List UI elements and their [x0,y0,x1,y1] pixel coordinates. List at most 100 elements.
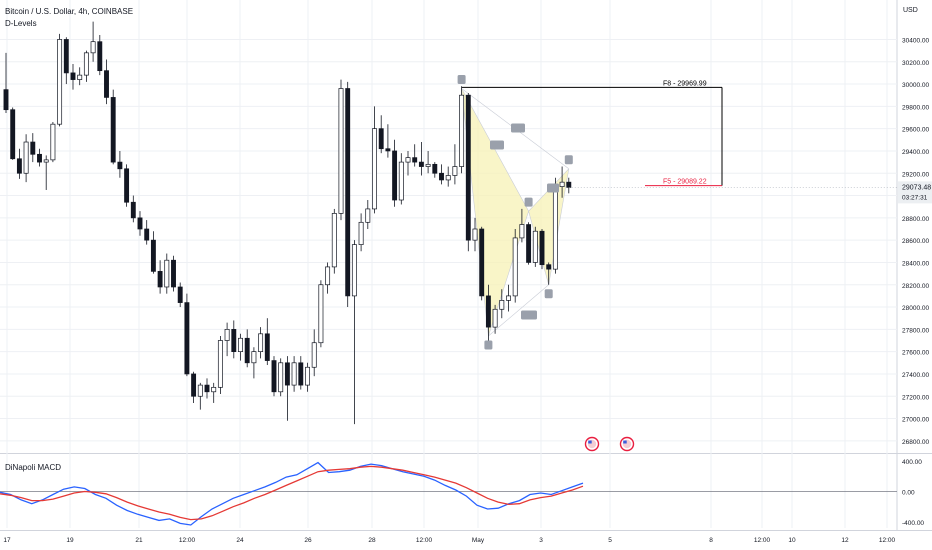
candle-up [238,337,243,352]
symbol-legend[interactable]: Bitcoin / U.S. Dollar, 4h, COINBASE [5,7,134,16]
candle-down [432,163,438,174]
candle-down [485,295,491,328]
price-tick-label: 28600.00 [902,238,929,245]
candle-up [211,386,217,393]
badge-b [524,197,533,207]
badge-d [564,155,573,165]
indicator-legend[interactable]: D-Levels [5,19,37,28]
currency-label: USD [903,7,918,14]
candle-up [224,329,230,341]
candle-up [506,295,511,301]
candle-down [539,230,545,266]
time-axis[interactable]: 17 19 21 12:00 24 26 28 12:00 May 3 5 8 12:00 10 12 12:… [3,537,895,544]
flag-icon[interactable] [584,436,600,452]
price-tick-label: 26800.00 [902,439,929,446]
price-tick-label: 29800.00 [902,104,929,111]
harmonic-pattern-bcd [528,168,569,285]
candle-down [271,360,277,393]
candle-up [499,300,505,310]
time-tick-label: 8 [709,537,713,544]
candle-down [97,41,103,72]
candle-up [559,181,565,187]
price-tick-label: 29600.00 [902,127,929,134]
time-tick-label: 26 [304,537,312,544]
candle-down [378,128,384,150]
candle-up [90,41,96,54]
candle-down [191,373,197,397]
time-tick-label: May [472,537,485,544]
last-price-label: 29073.48 [902,184,931,191]
candle-down [110,97,116,163]
time-tick-label: 3 [539,537,543,544]
candle-up [311,342,317,368]
pattern-leg [528,211,549,285]
badge-ratio-bd [547,183,559,193]
price-tick-label: 27000.00 [902,417,929,424]
price-tick-label: 27400.00 [902,372,929,379]
countdown-label: 03:27:31 [902,194,928,201]
candle-down [137,217,143,230]
pattern-leg [488,284,549,337]
time-tick-label: 24 [236,537,244,544]
price-axis[interactable]: 30400.00 30200.00 30000.00 29800.00 29600.00… [898,37,932,527]
candle-down [150,239,156,272]
harmonic-pattern-xab [461,88,529,337]
candle-down [70,72,76,80]
candle-down [546,264,552,270]
candle-up [398,161,404,201]
macd-pane [0,461,897,526]
candle-down [104,70,109,98]
candle-up [519,224,525,239]
candle-up [358,221,364,245]
candle-down [124,168,130,203]
candle-up [532,230,538,263]
flag-icon[interactable] [619,436,635,452]
macd-fast-line [0,461,584,526]
event-icons[interactable] [584,436,635,452]
candle-up [318,284,324,344]
badge-ratio-ac [511,123,525,133]
candle-down [30,141,36,155]
level-f5-label: F5 - 29089.22 [663,179,707,186]
time-tick-label: 5 [608,537,612,544]
candle-up [512,237,518,297]
candle-up [217,340,223,388]
candle-up [338,88,344,214]
time-tick-label: 10 [788,537,796,544]
candle-down [171,259,176,288]
candle-up [57,39,63,125]
pattern-badges [457,75,573,350]
candle-up [50,123,56,161]
candle-up [43,159,49,163]
price-tick-label: 28200.00 [902,283,929,290]
pattern-leg [461,88,529,212]
candle-down [204,384,210,393]
candle-up [452,166,458,176]
candle-up [331,213,337,268]
candle-up [459,94,465,167]
candle-down [117,161,123,170]
candle-up [492,308,498,328]
candle-down [10,109,16,160]
candle-up [365,208,371,223]
badge-ratio-xb [490,140,504,150]
candle-up [351,244,357,297]
candle-down [526,224,532,263]
candle-down [184,302,190,375]
candle-up [251,351,257,364]
candle-up [472,228,478,241]
macd-legend[interactable]: DiNapoli MACD [5,463,62,472]
candle-down [392,150,398,201]
candle-down [412,157,418,163]
candle-down [130,201,136,219]
time-tick-label: 12 [841,537,849,544]
candle-down [231,329,237,353]
price-tick-label: 28800.00 [902,216,929,223]
level-f8-label: F8 - 29969.99 [663,80,707,87]
price-tick-label: 27600.00 [902,350,929,357]
candle-down [439,172,444,181]
time-tick-label: 12:00 [179,537,196,544]
price-tick-label: 27200.00 [902,394,929,401]
candle-up [405,157,411,163]
